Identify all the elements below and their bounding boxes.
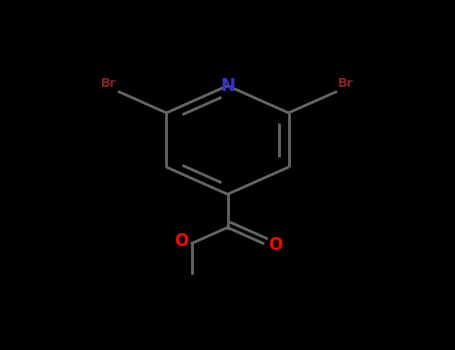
Text: O: O xyxy=(268,236,283,254)
Text: O: O xyxy=(174,232,188,251)
Text: Br: Br xyxy=(101,77,117,90)
Text: N: N xyxy=(220,77,235,95)
Text: Br: Br xyxy=(338,77,354,90)
